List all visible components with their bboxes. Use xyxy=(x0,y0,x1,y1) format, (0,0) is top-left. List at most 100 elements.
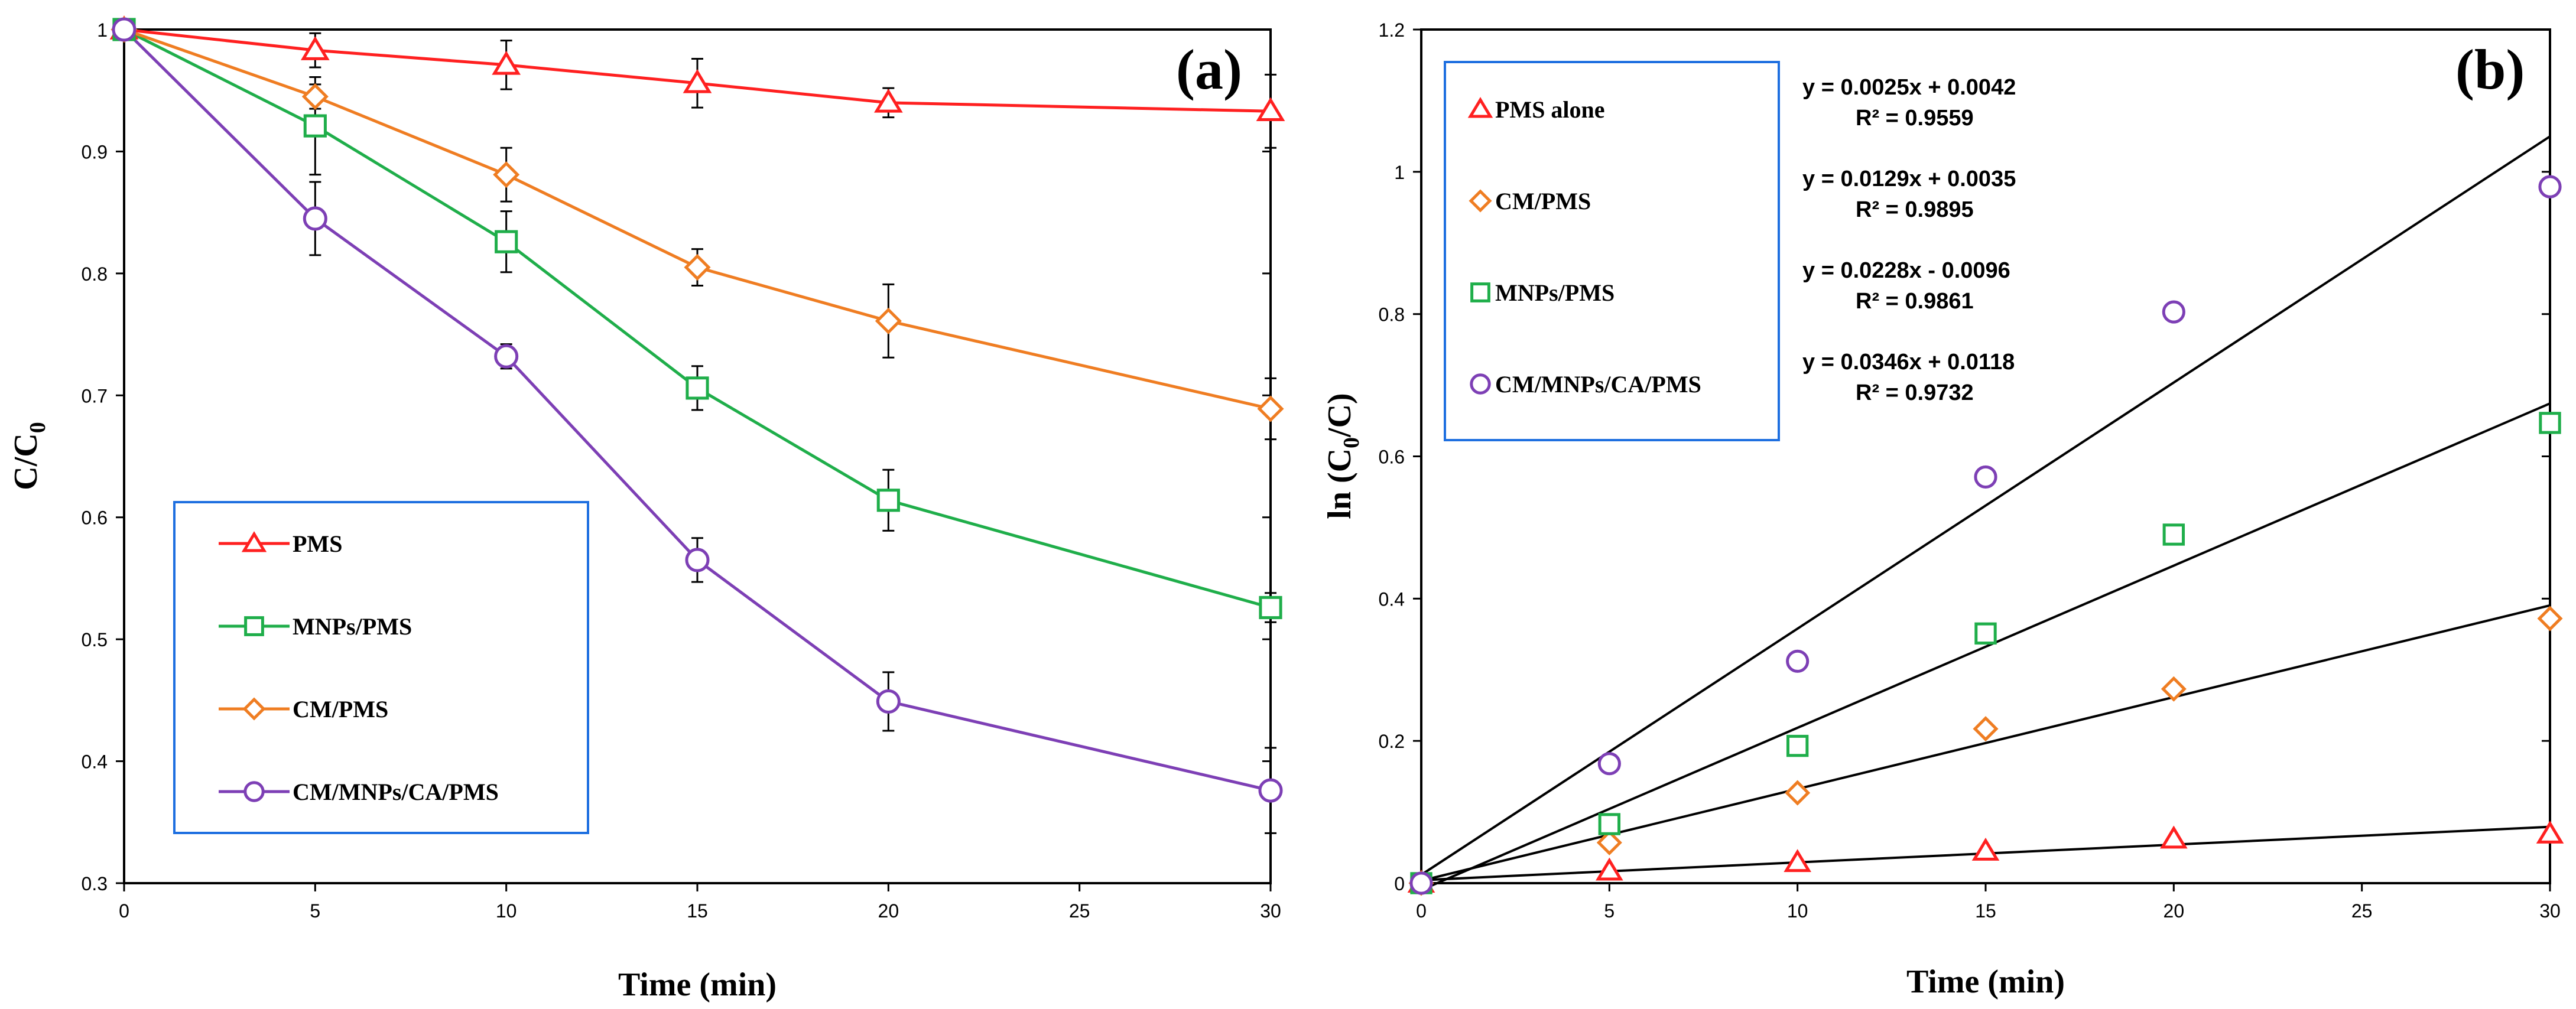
data-point xyxy=(1598,813,1621,835)
panel-b-data-markers xyxy=(1407,175,2564,896)
data-point xyxy=(303,114,327,138)
data-point xyxy=(2162,523,2185,546)
fit-equation: y = 0.0129x + 0.0035 xyxy=(1802,167,2016,191)
panel-a-kinetics-chart: 0 5 10 15 20 25 30 0.3 0.4 0.5 0.6 0.7 0.8 0.9 1 (a) T… xyxy=(8,15,1285,1003)
panel-b-y-axis-title: ln (C0/C) xyxy=(1321,393,1364,519)
data-point xyxy=(495,230,518,253)
panel-b-legend-box xyxy=(1444,61,1780,441)
fit-r-squared: R² = 0.9732 xyxy=(1856,380,1974,405)
x-tick-label: 30 xyxy=(1260,900,1281,922)
y-tick-label: 0.4 xyxy=(82,751,108,773)
y-tick-label: 1 xyxy=(97,19,108,41)
panel-a-y-axis-title-main: C/C xyxy=(8,433,44,490)
legend-marker xyxy=(242,697,266,721)
data-point xyxy=(2162,300,2185,324)
fit-equation: y = 0.0346x + 0.0118 xyxy=(1802,350,2015,375)
legend-marker xyxy=(1467,97,1493,118)
x-tick-label: 10 xyxy=(496,900,517,922)
x-tick-label: 25 xyxy=(2351,900,2373,922)
legend-label: CM/MNPs/CA/PMS xyxy=(1495,371,1701,398)
data-point xyxy=(685,548,710,572)
panel-a-legend-box xyxy=(173,501,589,834)
data-point xyxy=(2539,412,2561,434)
y-tick-label: 0.8 xyxy=(82,263,108,285)
fit-r-squared: R² = 0.9861 xyxy=(1856,289,1974,314)
y-tick-label: 0.4 xyxy=(1379,588,1405,610)
data-point xyxy=(684,254,711,281)
data-point xyxy=(303,206,327,231)
data-point xyxy=(876,489,900,512)
data-point xyxy=(1257,395,1284,422)
x-tick-label: 5 xyxy=(1604,900,1615,922)
y-tick-label: 0.5 xyxy=(82,629,108,650)
data-point xyxy=(1597,752,1621,776)
data-point xyxy=(492,51,521,75)
y-tick-label: 0.8 xyxy=(1379,304,1405,326)
fit-equation: y = 0.0228x - 0.0096 xyxy=(1802,258,2010,283)
data-point xyxy=(1785,780,1811,806)
x-tick-label: 0 xyxy=(1416,900,1427,922)
panel-b-y-axis-title-main: ln (C xyxy=(1321,448,1358,519)
data-point xyxy=(875,307,902,334)
legend-label: PMS xyxy=(293,530,342,557)
legend-marker xyxy=(1469,189,1492,213)
data-point xyxy=(1596,857,1623,881)
legend-label: CM/PMS xyxy=(1495,188,1591,214)
series-line-1 xyxy=(123,28,1271,609)
data-point xyxy=(1596,829,1622,855)
data-point xyxy=(2161,676,2187,702)
series-line-0 xyxy=(124,28,1271,113)
data-point xyxy=(1256,97,1285,122)
data-point xyxy=(112,17,137,42)
x-tick-label: 10 xyxy=(1787,900,1808,922)
legend-marker xyxy=(1470,373,1491,395)
data-point xyxy=(1786,734,1809,757)
panel-b-label: (b) xyxy=(2455,38,2525,101)
panel-a-y-axis-title: C/C0 xyxy=(8,422,50,490)
legend-label: CM/MNPs/CA/PMS xyxy=(293,779,499,805)
data-point xyxy=(1784,849,1811,873)
data-point xyxy=(493,161,520,188)
data-point xyxy=(2536,821,2564,844)
legend-label: PMS alone xyxy=(1495,96,1605,123)
data-point xyxy=(1971,837,2000,861)
x-tick-label: 20 xyxy=(2164,900,2185,922)
data-point xyxy=(1974,465,1997,489)
panel-b-legend: PMS alone CM/PMS MNPs/PMS CM/MNPs/CA/PMS xyxy=(1444,61,1780,441)
data-point xyxy=(1786,649,1810,673)
data-point xyxy=(1974,622,1997,645)
data-point xyxy=(873,88,903,113)
data-point xyxy=(1973,716,1999,742)
panel-b-fit-equations: y = 0.0025x + 0.0042 R² = 0.9559 y = 0.012… xyxy=(1802,75,2016,405)
data-point xyxy=(1409,871,1433,895)
data-point xyxy=(2537,606,2563,632)
x-tick-label: 15 xyxy=(1975,900,1996,922)
y-tick-label: 0.2 xyxy=(1379,731,1405,752)
y-tick-label: 0 xyxy=(1394,873,1405,894)
y-tick-label: 0.7 xyxy=(82,385,108,406)
data-point xyxy=(300,36,330,60)
data-point xyxy=(686,376,709,400)
panel-a-legend: PMS MNPs/PMS CM/PMS CM/MNPs/CA/PMS xyxy=(173,501,589,834)
y-tick-label: 0.6 xyxy=(1379,447,1405,468)
panel-a-y-axis-title-subscript: 0 xyxy=(25,422,50,433)
y-tick-label: 0.6 xyxy=(82,507,108,529)
panel-b-axis-ticks: 0 5 10 15 20 25 30 0 0.2 0.4 0.6 0.8 1 1.2 xyxy=(1379,19,2561,922)
panel-a-x-axis-title: Time (min) xyxy=(618,966,777,1003)
x-tick-label: 15 xyxy=(687,900,708,922)
panel-b-x-axis-title: Time (min) xyxy=(1906,964,2065,1000)
data-point xyxy=(1258,778,1283,803)
data-point xyxy=(494,344,519,369)
x-tick-label: 30 xyxy=(2539,900,2561,922)
legend-marker xyxy=(243,781,265,802)
panel-a-label: (a) xyxy=(1176,38,1242,101)
data-point xyxy=(301,83,329,110)
fit-equation: y = 0.0025x + 0.0042 xyxy=(1802,75,2016,100)
panel-a-series-lines xyxy=(123,28,1271,792)
fit-line-3 xyxy=(1420,135,2551,876)
panel-b-y-axis-title-rest: /C) xyxy=(1321,393,1358,438)
y-tick-label: 0.9 xyxy=(82,141,108,162)
x-tick-label: 25 xyxy=(1069,900,1090,922)
fit-line-2 xyxy=(1421,402,2551,891)
data-point xyxy=(683,69,712,93)
